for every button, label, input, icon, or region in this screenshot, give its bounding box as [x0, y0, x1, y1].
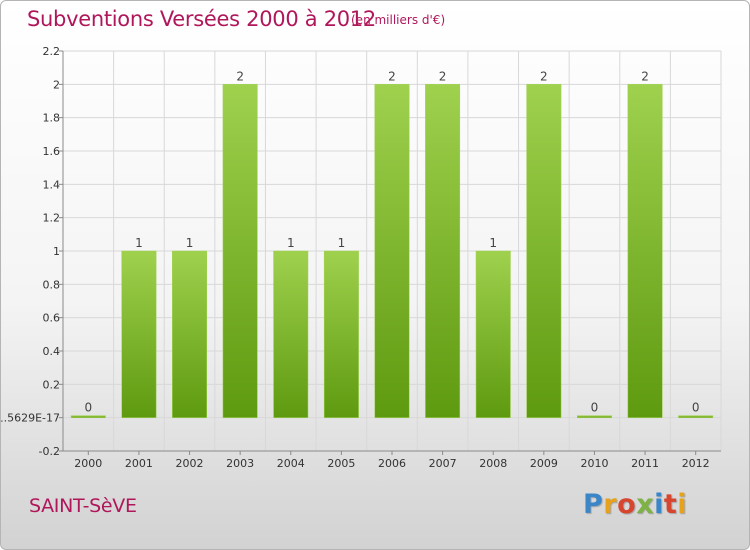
- data-label-2001: 1: [135, 236, 143, 250]
- x-tick-label: 2004: [277, 457, 305, 470]
- y-tick-label: 0.2: [43, 378, 61, 391]
- y-tick-label: -1.5629E-17: [1, 412, 60, 425]
- bar-2003[interactable]: [222, 84, 258, 418]
- x-tick-label: 2000: [74, 457, 102, 470]
- data-label-2011: 2: [641, 69, 649, 83]
- logo-letter-x: x: [636, 489, 655, 520]
- y-tick-label: -0.2: [39, 445, 60, 458]
- y-tick-label: 1.2: [43, 212, 61, 225]
- logo-letter-t: t: [663, 489, 678, 520]
- logo-letter-o: o: [617, 489, 637, 520]
- bar-2000[interactable]: [70, 415, 106, 418]
- y-tick-label: 0.4: [43, 345, 61, 358]
- chart-subtitle: (en milliers d'€): [351, 13, 446, 27]
- bar-2004[interactable]: [273, 250, 309, 418]
- axes: [59, 50, 721, 455]
- y-tick-label: 2: [53, 78, 60, 91]
- y-tick-label: 0.6: [43, 312, 61, 325]
- logo-letter-p: P: [583, 489, 604, 520]
- data-label-2004: 1: [287, 236, 295, 250]
- x-tick-label: 2012: [682, 457, 710, 470]
- bar-2011[interactable]: [627, 84, 663, 418]
- bar-2010[interactable]: [577, 415, 612, 418]
- bar-2005[interactable]: [323, 250, 359, 418]
- bar-2012[interactable]: [678, 415, 714, 418]
- x-tick-label: 2001: [125, 457, 153, 470]
- x-tick-label: 2003: [226, 457, 254, 470]
- data-label-2008: 1: [489, 236, 497, 250]
- data-label-2000: 0: [84, 401, 92, 415]
- data-label-2006: 2: [388, 69, 396, 83]
- data-labels: 0 1 1 2 1 1 2 2 1 2 0 2 0: [84, 69, 699, 414]
- data-label-2003: 2: [236, 69, 244, 83]
- data-label-2005: 1: [338, 236, 346, 250]
- bar-2001[interactable]: [121, 250, 157, 418]
- data-label-2009: 2: [540, 69, 548, 83]
- bar-2007[interactable]: [425, 84, 461, 418]
- x-tick-label: 2011: [631, 457, 659, 470]
- logo-letter-i: i: [677, 489, 688, 520]
- x-tick-label: 2005: [327, 457, 355, 470]
- x-tick-label: 2002: [176, 457, 204, 470]
- y-tick-label: 1.8: [43, 112, 61, 125]
- logo-letter-r: r: [603, 489, 618, 520]
- proxiti-logo[interactable]: Proxiti: [583, 489, 687, 520]
- bar-2008[interactable]: [475, 250, 511, 418]
- x-tick-label: 2010: [580, 457, 608, 470]
- bar-2009[interactable]: [526, 84, 562, 418]
- bar-2006[interactable]: [374, 84, 410, 418]
- y-tick-label: 2.2: [43, 45, 61, 58]
- tick-labels: 2.2 2 1.8 1.6 1.4 1.2 1 0.8 0.6 0.4 0.2 -1.5629E-17…: [1, 45, 710, 470]
- y-tick-label: 0.8: [43, 278, 61, 291]
- x-tick-label: 2008: [479, 457, 507, 470]
- y-tick-label: 1.4: [43, 178, 61, 191]
- x-tick-label: 2006: [378, 457, 406, 470]
- data-label-2010: 0: [591, 401, 599, 415]
- town-name: SAINT-SèVE: [29, 495, 137, 517]
- x-tick-label: 2009: [530, 457, 558, 470]
- chart-title: Subventions Versées 2000 à 2012: [27, 7, 376, 31]
- data-label-2007: 2: [439, 69, 447, 83]
- logo-letter-i: i: [654, 489, 664, 520]
- data-label-2002: 1: [186, 236, 194, 250]
- bar-2002[interactable]: [172, 250, 207, 418]
- y-tick-label: 1.6: [43, 145, 61, 158]
- y-tick-label: 1: [53, 245, 60, 258]
- x-tick-label: 2007: [429, 457, 457, 470]
- data-label-2012: 0: [692, 401, 700, 415]
- bars: [70, 84, 714, 418]
